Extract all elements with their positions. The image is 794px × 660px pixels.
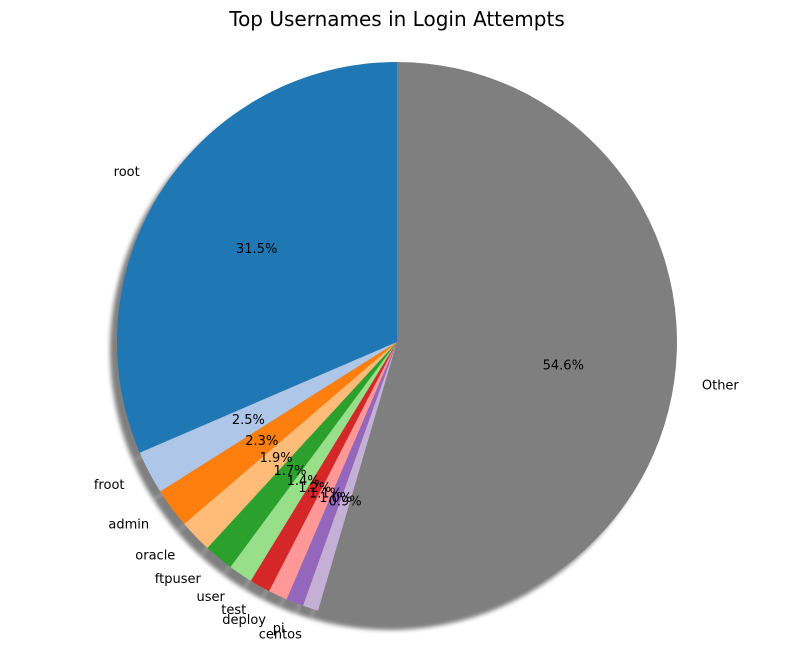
pie-slice-ftpuser [207, 342, 397, 568]
pct-label-user: 1.4% [287, 474, 320, 489]
chart-title: Top Usernames in Login Attempts [228, 7, 565, 31]
pct-label-deploy: 1.1% [309, 487, 342, 502]
slice-label-test: test [221, 603, 246, 618]
pct-label-test: 1.2% [298, 481, 331, 496]
slice-label-other: Other [702, 378, 740, 393]
pie-slice-oracle [184, 342, 397, 549]
pie-slice-admin [160, 342, 397, 525]
pie-slice-test [250, 342, 397, 592]
slice-label-centos: centos [259, 627, 302, 642]
pct-label-ftpuser: 1.7% [273, 464, 306, 479]
pie-slice-root [117, 62, 398, 453]
pie-labels: root 31.5% froot 2.5% admin 2.3% oracle 1.9% ftp… [94, 165, 740, 642]
pct-label-oracle: 1.9% [260, 451, 293, 466]
pct-label-root: 31.5% [236, 242, 277, 257]
pie-slices [117, 62, 678, 622]
pie-slice-other [318, 62, 678, 622]
pie-slice-deploy [269, 342, 397, 600]
pct-label-pi: 1.0% [319, 491, 352, 506]
slice-label-oracle: oracle [135, 548, 175, 563]
pct-label-froot: 2.5% [232, 413, 265, 428]
pie-slice-centos [303, 342, 397, 611]
slice-label-pi: pi [273, 621, 285, 636]
slice-label-admin: admin [108, 517, 149, 532]
pct-label-admin: 2.3% [245, 434, 278, 449]
pie-slice-froot [139, 342, 398, 492]
pct-label-other: 54.6% [543, 358, 584, 373]
slice-label-deploy: deploy [222, 613, 266, 628]
pie-slice-user [230, 342, 397, 581]
slice-label-root: root [114, 165, 140, 180]
slice-label-froot: froot [94, 478, 125, 493]
pct-label-centos: 0.9% [329, 494, 362, 509]
slice-label-ftpuser: ftpuser [155, 572, 202, 587]
slice-label-user: user [196, 590, 225, 605]
pie-slice-pi [286, 342, 397, 606]
